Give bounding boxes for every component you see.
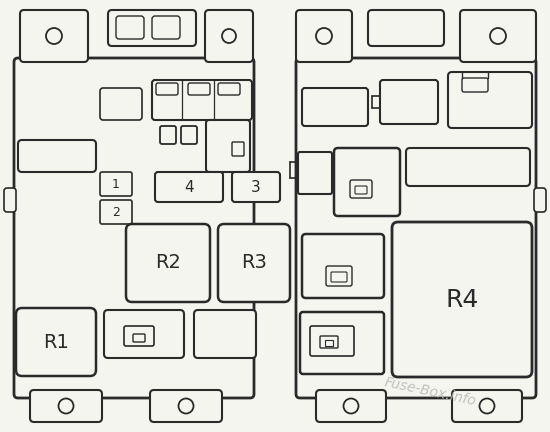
Text: 1: 1: [112, 178, 120, 191]
FancyBboxPatch shape: [4, 188, 16, 212]
FancyBboxPatch shape: [181, 126, 197, 144]
Circle shape: [46, 28, 62, 44]
Bar: [325, 340, 333, 346]
FancyBboxPatch shape: [218, 83, 240, 95]
FancyBboxPatch shape: [452, 390, 522, 422]
Text: R4: R4: [446, 288, 478, 312]
FancyBboxPatch shape: [392, 222, 532, 377]
FancyBboxPatch shape: [116, 16, 144, 39]
Circle shape: [58, 398, 74, 413]
FancyBboxPatch shape: [188, 83, 210, 95]
FancyBboxPatch shape: [156, 83, 178, 95]
FancyBboxPatch shape: [194, 310, 256, 358]
FancyBboxPatch shape: [368, 10, 444, 46]
FancyBboxPatch shape: [100, 200, 132, 224]
FancyBboxPatch shape: [218, 224, 290, 302]
FancyBboxPatch shape: [104, 310, 184, 358]
Circle shape: [179, 398, 194, 413]
FancyBboxPatch shape: [460, 10, 536, 62]
FancyBboxPatch shape: [155, 172, 223, 202]
FancyBboxPatch shape: [326, 266, 352, 286]
FancyBboxPatch shape: [310, 326, 354, 356]
FancyBboxPatch shape: [331, 272, 347, 282]
FancyBboxPatch shape: [152, 16, 180, 39]
Text: Fuse-Box.info: Fuse-Box.info: [383, 375, 477, 409]
FancyBboxPatch shape: [160, 126, 176, 144]
FancyBboxPatch shape: [108, 10, 196, 46]
FancyBboxPatch shape: [152, 80, 252, 120]
FancyBboxPatch shape: [316, 390, 386, 422]
FancyBboxPatch shape: [126, 224, 210, 302]
FancyBboxPatch shape: [462, 78, 488, 92]
FancyBboxPatch shape: [206, 120, 250, 172]
FancyBboxPatch shape: [296, 58, 536, 398]
FancyBboxPatch shape: [302, 234, 384, 298]
FancyBboxPatch shape: [124, 326, 154, 346]
Circle shape: [490, 28, 506, 44]
FancyBboxPatch shape: [355, 186, 367, 194]
FancyBboxPatch shape: [232, 172, 280, 202]
FancyBboxPatch shape: [300, 312, 384, 374]
FancyBboxPatch shape: [296, 10, 352, 62]
FancyBboxPatch shape: [298, 152, 332, 194]
Circle shape: [316, 28, 332, 44]
Circle shape: [222, 29, 236, 43]
FancyBboxPatch shape: [534, 188, 546, 212]
FancyBboxPatch shape: [448, 72, 532, 128]
FancyBboxPatch shape: [205, 10, 253, 62]
FancyBboxPatch shape: [133, 334, 145, 342]
FancyBboxPatch shape: [100, 172, 132, 196]
FancyBboxPatch shape: [406, 148, 530, 186]
FancyBboxPatch shape: [232, 142, 244, 156]
FancyBboxPatch shape: [380, 80, 438, 124]
FancyBboxPatch shape: [150, 390, 222, 422]
FancyBboxPatch shape: [302, 88, 368, 126]
Text: R2: R2: [155, 254, 181, 273]
Text: R3: R3: [241, 254, 267, 273]
Text: 4: 4: [184, 180, 194, 194]
Text: 2: 2: [112, 206, 120, 219]
FancyBboxPatch shape: [30, 390, 102, 422]
FancyBboxPatch shape: [16, 308, 96, 376]
FancyBboxPatch shape: [350, 180, 372, 198]
FancyBboxPatch shape: [320, 336, 338, 348]
FancyBboxPatch shape: [14, 58, 254, 398]
FancyBboxPatch shape: [20, 10, 88, 62]
FancyBboxPatch shape: [100, 88, 142, 120]
Text: R1: R1: [43, 333, 69, 352]
Circle shape: [480, 398, 494, 413]
Circle shape: [344, 398, 359, 413]
FancyBboxPatch shape: [18, 140, 96, 172]
Text: 3: 3: [251, 180, 261, 194]
FancyBboxPatch shape: [334, 148, 400, 216]
